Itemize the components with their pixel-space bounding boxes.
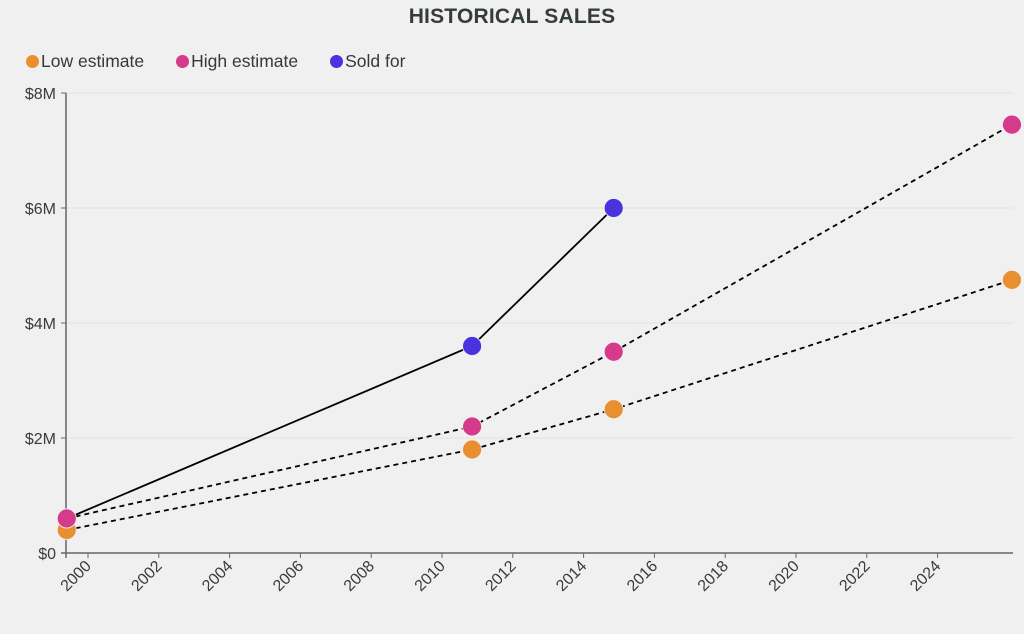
gridlines: [66, 92, 1013, 439]
axes: $0 $2M $4M $6M $8M 2000 2002 2004 2006 2008 2010 20…: [25, 86, 1013, 595]
data-point-high-estimate: [56, 508, 77, 529]
x-tick-label: 2010: [412, 558, 449, 595]
y-tick-label: $4M: [25, 316, 56, 333]
legend-label-sold-for: Sold for: [345, 51, 406, 71]
data-point-low-estimate: [603, 399, 624, 420]
data-point-high-estimate: [603, 341, 624, 362]
data-point-sold-for: [603, 198, 624, 218]
chart-title: HISTORICAL SALES: [408, 5, 616, 28]
data-point-high-estimate: [1002, 114, 1022, 135]
y-tick-label: $6M: [25, 201, 56, 218]
series-points: [56, 114, 1022, 540]
y-tick-label: $8M: [25, 86, 56, 103]
x-tick-label: 2024: [907, 558, 944, 595]
series-line-low-estimate: [66, 279, 1013, 531]
data-point-high-estimate: [462, 416, 482, 437]
x-tick-label: 2000: [58, 558, 95, 595]
x-tick-label: 2022: [836, 558, 873, 595]
data-point-low-estimate: [462, 439, 482, 460]
legend-swatch-low-estimate: [26, 55, 39, 68]
legend: Low estimate High estimate Sold for: [26, 51, 405, 72]
legend-swatch-sold-for: [330, 55, 344, 68]
y-tick-label: $2M: [25, 431, 56, 448]
data-point-low-estimate: [1002, 269, 1022, 290]
x-tick-label: 2020: [766, 558, 803, 595]
series-line-high-estimate: [66, 123, 1013, 520]
x-tick-label: 2018: [695, 558, 732, 595]
series-lines: [66, 123, 1013, 531]
x-tick-label: 2002: [128, 558, 165, 595]
x-tick-label: 2016: [624, 558, 661, 595]
data-point-sold-for: [462, 336, 482, 356]
legend-item-low-estimate[interactable]: Low estimate: [26, 51, 144, 72]
x-tick-label: 2006: [270, 558, 307, 595]
y-tick-label: $0: [38, 546, 56, 563]
legend-item-high-estimate[interactable]: High estimate: [176, 51, 298, 72]
legend-label-low-estimate: Low estimate: [41, 51, 145, 71]
x-tick-label: 2012: [482, 558, 519, 595]
legend-item-sold-for[interactable]: Sold for: [330, 51, 405, 72]
legend-swatch-high-estimate: [176, 55, 190, 68]
series-line-sold-for: [66, 207, 615, 520]
x-tick-label: 2014: [553, 558, 590, 595]
x-tick-label: 2008: [341, 558, 378, 595]
legend-label-high-estimate: High estimate: [191, 51, 299, 71]
x-tick-label: 2004: [199, 558, 236, 595]
